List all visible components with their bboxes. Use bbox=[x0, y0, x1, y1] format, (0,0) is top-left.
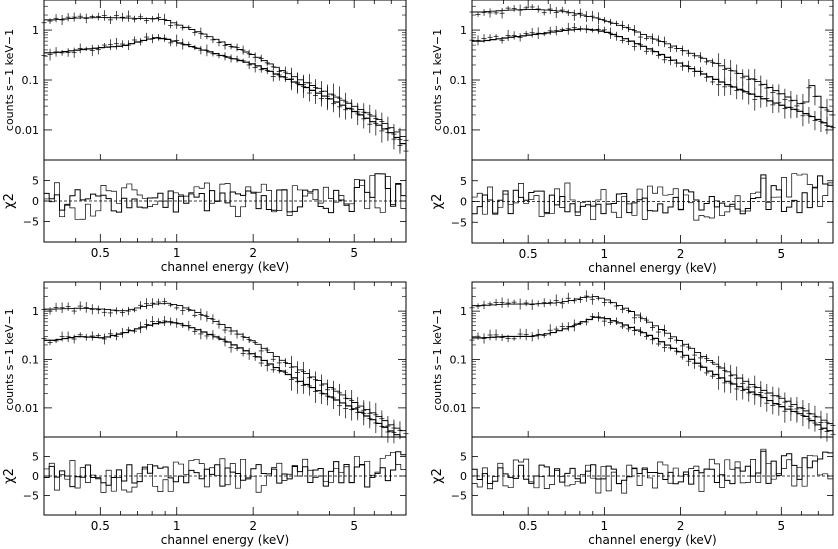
x-tick-label: 1 bbox=[601, 519, 609, 533]
x-tick-label: 2 bbox=[249, 519, 257, 533]
x-axis-label: channel energy (keV) bbox=[161, 260, 289, 274]
x-tick-label: 0.5 bbox=[519, 519, 538, 533]
resid-tick-label: 5 bbox=[32, 175, 39, 188]
data-points-series-2 bbox=[469, 22, 836, 140]
y-axis-label: counts s−1 keV−1 bbox=[431, 308, 444, 410]
residual-line-series-2 bbox=[472, 174, 834, 215]
residual-line-series-1 bbox=[472, 173, 834, 221]
y-tick-label: 0.1 bbox=[22, 354, 40, 367]
x-tick-label: 0.5 bbox=[519, 247, 538, 261]
x-tick-label: 1 bbox=[173, 519, 181, 533]
x-tick-label: 5 bbox=[778, 247, 786, 261]
data-points-series-2 bbox=[469, 312, 836, 443]
model-line-series-2 bbox=[472, 28, 834, 130]
resid-tick-label: −5 bbox=[451, 490, 467, 503]
y-tick-label: 0.1 bbox=[450, 74, 468, 87]
residual-line-series-1 bbox=[44, 175, 407, 220]
residual-line-series-1 bbox=[472, 448, 834, 494]
model-line-series-1 bbox=[44, 302, 407, 434]
y-tick-label: 1 bbox=[460, 24, 467, 37]
y-tick-label: 0.1 bbox=[22, 74, 40, 87]
resid-tick-label: 5 bbox=[32, 451, 39, 464]
resid-axis-label: χ2 bbox=[430, 194, 445, 210]
model-line-series-1 bbox=[472, 8, 834, 115]
y-tick-label: 1 bbox=[32, 24, 39, 37]
resid-tick-label: 0 bbox=[32, 195, 39, 208]
model-line-series-2 bbox=[44, 37, 407, 150]
y-tick-label: 1 bbox=[460, 305, 467, 318]
y-tick-label: 0.01 bbox=[443, 402, 468, 415]
y-tick-label: 1 bbox=[32, 305, 39, 318]
data-points-series-1 bbox=[469, 4, 836, 127]
spectrum-panel-bottom-left: 0.5 1 2 5 1 0.1 0.01 5 0 −5 channel energy (keV) co… bbox=[2, 281, 409, 547]
resid-tick-label: 5 bbox=[460, 451, 467, 464]
x-tick-label: 2 bbox=[249, 246, 257, 260]
residual-line-series-2 bbox=[44, 173, 407, 214]
resid-tick-label: −5 bbox=[23, 490, 39, 503]
x-tick-label: 2 bbox=[677, 247, 685, 261]
resid-tick-label: −5 bbox=[451, 216, 467, 229]
resid-tick-label: 5 bbox=[460, 175, 467, 188]
x-tick-label: 2 bbox=[677, 519, 685, 533]
data-points-series-1 bbox=[469, 290, 836, 438]
data-points-series-1 bbox=[41, 10, 409, 152]
y-axis-label: counts s−1 keV−1 bbox=[431, 29, 444, 131]
spectrum-panel-top-left: 0.5 1 2 5 1 0.1 0.01 5 0 −5 channel energy (keV) co… bbox=[2, 0, 409, 274]
y-tick-label: 0.01 bbox=[15, 402, 40, 415]
residual-line-series-2 bbox=[472, 450, 834, 485]
x-tick-label: 0.5 bbox=[91, 519, 110, 533]
x-tick-label: 0.5 bbox=[91, 246, 110, 260]
spectrum-frame bbox=[471, 0, 834, 161]
data-points-series-2 bbox=[41, 32, 409, 162]
x-tick-label: 5 bbox=[350, 519, 358, 533]
resid-tick-label: 0 bbox=[460, 196, 467, 209]
x-axis-label: channel energy (keV) bbox=[588, 261, 716, 275]
y-tick-label: 0.1 bbox=[450, 354, 468, 367]
x-tick-label: 1 bbox=[601, 247, 609, 261]
x-axis-label: channel energy (keV) bbox=[588, 533, 716, 547]
y-tick-label: 0.01 bbox=[15, 124, 40, 137]
y-axis-label: counts s−1 keV−1 bbox=[3, 29, 16, 131]
x-axis-label: channel energy (keV) bbox=[161, 533, 289, 547]
data-points-series-2 bbox=[41, 315, 397, 444]
resid-tick-label: 0 bbox=[32, 470, 39, 483]
resid-axis-label: χ2 bbox=[430, 468, 445, 484]
spectrum-frame bbox=[43, 0, 407, 161]
resid-tick-label: 0 bbox=[460, 470, 467, 483]
spectrum-panel-bottom-right: 0.5 1 2 5 1 0.1 0.01 5 0 −5 channel energy (keV) co… bbox=[430, 281, 836, 547]
resid-tick-label: −5 bbox=[23, 216, 39, 229]
model-line-series-1 bbox=[44, 17, 407, 142]
residual-line-series-2 bbox=[44, 450, 407, 488]
resid-axis-label: χ2 bbox=[2, 468, 17, 484]
x-tick-label: 5 bbox=[778, 519, 786, 533]
resid-axis-label: χ2 bbox=[2, 193, 17, 209]
data-points-series-1 bbox=[41, 297, 409, 445]
x-tick-label: 5 bbox=[350, 246, 358, 260]
y-tick-label: 0.01 bbox=[443, 124, 468, 137]
spectrum-panel-top-right: 0.5 1 2 5 1 0.1 0.01 5 0 −5 channel energy (keV) co… bbox=[430, 0, 836, 275]
y-axis-label: counts s−1 keV−1 bbox=[3, 308, 16, 410]
x-tick-label: 1 bbox=[173, 246, 181, 260]
